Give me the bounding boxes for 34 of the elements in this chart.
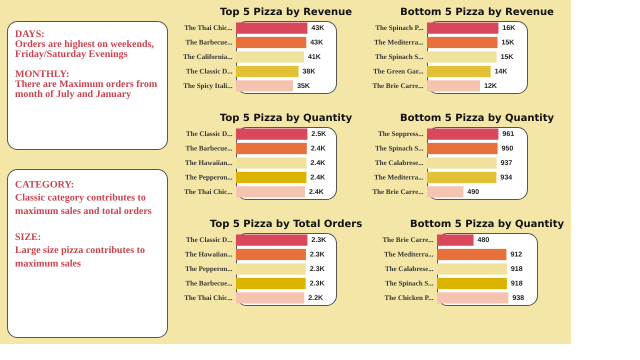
- bar: [437, 263, 507, 275]
- bar: [437, 234, 474, 246]
- bar: [236, 36, 306, 48]
- bar: [427, 51, 497, 63]
- bar: [427, 36, 498, 48]
- text: CATEGORY:: [15, 180, 74, 190]
- bar: [236, 80, 294, 92]
- chart-title: Top 5 Pizza by Revenue: [220, 7, 352, 18]
- bar: [437, 278, 507, 290]
- text: There are Maximum orders from month of July and January: [15, 79, 158, 100]
- bar: [427, 66, 491, 78]
- text: Large size pizza contributes to maximum sales: [15, 245, 145, 270]
- text: Orders are highest on weekends, Friday/Saturday Evenings: [15, 39, 154, 60]
- text: SIZE:: [15, 232, 42, 243]
- text: MONTHLY:: [15, 69, 70, 80]
- bar: [427, 142, 498, 154]
- bar: [427, 172, 496, 184]
- bar: [437, 248, 506, 260]
- bar: [236, 22, 308, 34]
- bar: [437, 292, 508, 304]
- bar: [427, 128, 498, 140]
- bar: [427, 22, 498, 34]
- bar: [236, 51, 304, 63]
- bar: [427, 186, 464, 198]
- chart-title: Top 5 Pizza by Total Orders: [210, 219, 362, 230]
- bar: [427, 80, 480, 92]
- bar: [236, 66, 299, 78]
- chart-title: Bottom 5 Pizza by Quantity: [410, 219, 564, 230]
- text: DAYS:: [15, 29, 45, 40]
- chart-title: Bottom 5 Pizza by Revenue: [400, 7, 554, 18]
- text: Classic category contributes to maximum sales and total orders: [15, 192, 152, 217]
- bar: [427, 157, 497, 169]
- chart-title: Top 5 Pizza by Quantity: [220, 113, 353, 124]
- chart-title: Bottom 5 Pizza by Quantity: [400, 113, 554, 124]
